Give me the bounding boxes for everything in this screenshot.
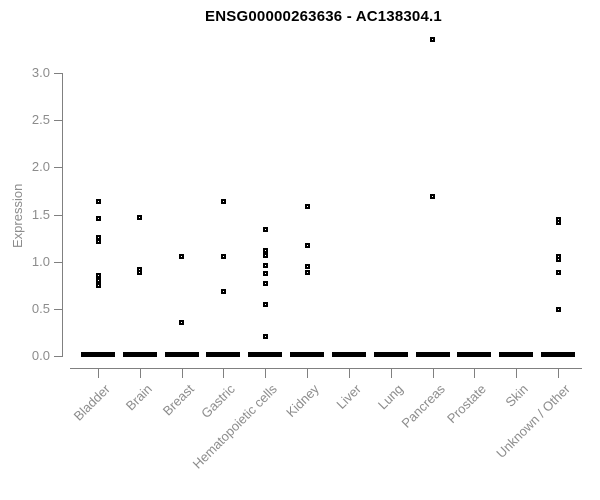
data-point-marker: [95, 239, 101, 245]
x-tick-mark: [558, 369, 560, 378]
x-tick-mark: [223, 369, 225, 378]
data-point-marker: [95, 273, 101, 279]
data-point-marker: [555, 257, 561, 263]
data-point-marker: [262, 333, 268, 339]
data-point-marker: [95, 234, 101, 240]
y-tick-label: 0.5: [31, 300, 50, 316]
x-tick-mark: [432, 369, 434, 378]
zero-expression-cluster: [122, 352, 157, 357]
data-point-marker: [95, 215, 101, 221]
data-point-marker: [95, 198, 101, 204]
x-tick-mark: [139, 369, 141, 378]
x-tick-mark: [181, 369, 183, 378]
chart-title: ENSG00000263636 - AC138304.1: [205, 8, 442, 25]
data-point-marker: [179, 253, 185, 259]
y-tick-mark: [54, 214, 62, 216]
zero-expression-cluster: [373, 352, 408, 357]
y-tick-label: 2.0: [31, 159, 50, 175]
y-tick-mark: [54, 308, 62, 310]
data-point-marker: [220, 253, 226, 259]
y-tick-label: 0.0: [31, 348, 50, 363]
x-tick-mark: [98, 369, 99, 378]
y-tick-mark: [54, 73, 62, 74]
y-tick-mark: [54, 120, 62, 122]
y-tick-label: 2.5: [31, 112, 50, 128]
data-point-marker: [262, 280, 268, 286]
x-axis-line: [70, 368, 582, 369]
data-point-marker: [262, 262, 268, 268]
data-point-marker: [262, 301, 268, 307]
data-point-marker: [137, 270, 143, 276]
x-tick-mark: [390, 369, 392, 378]
y-tick-label: 3.0: [31, 65, 50, 80]
data-point-marker: [95, 282, 101, 288]
y-tick-mark: [54, 167, 62, 169]
x-tick-mark: [474, 369, 476, 378]
data-point-marker: [304, 270, 310, 276]
y-axis-line: [62, 73, 63, 357]
data-point-marker: [555, 307, 561, 313]
y-tick-label: 1.0: [31, 253, 50, 269]
data-point-marker: [430, 194, 436, 200]
zero-expression-cluster: [248, 352, 283, 357]
x-tick-mark: [307, 369, 309, 378]
zero-expression-cluster: [290, 352, 325, 357]
data-point-marker: [179, 319, 185, 325]
x-tick-mark: [516, 369, 518, 378]
x-tick-mark: [348, 369, 350, 378]
data-point-marker: [262, 247, 268, 253]
data-point-marker: [304, 204, 310, 210]
data-point-marker: [262, 227, 268, 233]
data-point-marker: [304, 243, 310, 249]
zero-expression-cluster: [164, 352, 199, 357]
zero-expression-cluster: [81, 352, 115, 357]
x-tick-mark: [265, 369, 267, 378]
data-point-marker: [220, 289, 226, 295]
zero-expression-cluster: [457, 352, 492, 357]
zero-expression-cluster: [206, 352, 241, 357]
data-point-marker: [304, 263, 310, 269]
data-point-marker: [555, 220, 561, 226]
data-point-marker: [430, 37, 436, 43]
zero-expression-cluster: [331, 352, 366, 357]
data-point-marker: [555, 270, 561, 276]
y-tick-label: 1.5: [31, 206, 50, 222]
zero-expression-cluster: [415, 352, 450, 357]
y-tick-mark: [54, 356, 62, 357]
zero-expression-cluster: [541, 352, 576, 357]
data-point-marker: [262, 252, 268, 258]
y-tick-mark: [54, 261, 62, 263]
data-point-marker: [220, 198, 226, 204]
zero-expression-cluster: [499, 352, 534, 357]
data-point-marker: [262, 271, 268, 277]
data-point-marker: [95, 278, 101, 284]
data-point-marker: [137, 214, 143, 220]
